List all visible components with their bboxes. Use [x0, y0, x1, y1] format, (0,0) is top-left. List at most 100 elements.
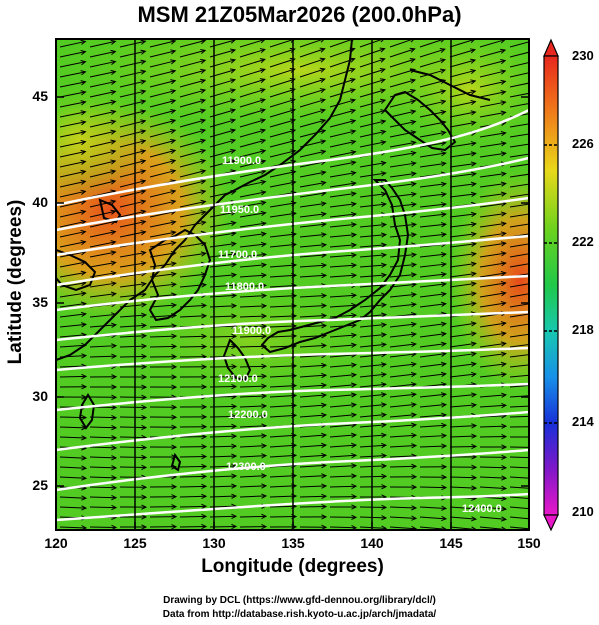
wind-vector-head: [171, 494, 178, 500]
wind-vector: [479, 193, 506, 198]
wind-vector: [329, 475, 356, 478]
wind-vector: [269, 88, 295, 98]
wind-vector: [89, 160, 116, 168]
wind-vector: [239, 139, 266, 148]
wind-vector: [389, 323, 416, 328]
wind-vector: [239, 201, 266, 208]
wind-vector: [449, 121, 476, 128]
wind-vector: [119, 190, 146, 198]
wind-vector-head: [500, 59, 507, 65]
wind-vector-head: [471, 423, 478, 429]
wind-vector: [509, 193, 529, 198]
wind-vector-head: [440, 281, 447, 288]
wind-vector: [389, 203, 416, 208]
wind-vector: [329, 172, 356, 178]
wind-vector-head: [80, 90, 87, 96]
wind-vector: [239, 88, 266, 98]
wind-vector-head: [531, 70, 536, 74]
wind-vector: [389, 48, 415, 58]
wind-vector: [269, 119, 296, 128]
wind-vector: [119, 180, 146, 188]
wind-vector: [59, 365, 87, 368]
wind-vector: [269, 68, 295, 78]
wind-vector: [299, 354, 326, 358]
wind-vector-head: [440, 251, 447, 258]
wind-vector-head: [410, 150, 417, 157]
wind-vector-head: [351, 382, 358, 388]
wind-vector: [59, 61, 86, 68]
wind-vector-head: [140, 250, 147, 256]
wind-vector-head: [231, 403, 238, 410]
wind-vector-head: [531, 435, 536, 439]
wind-vector-head: [351, 452, 358, 459]
wind-vector: [59, 344, 86, 348]
wind-vector-head: [81, 435, 88, 441]
wind-vector: [119, 324, 146, 328]
wind-vector: [59, 220, 86, 228]
wind-vector-head: [440, 212, 447, 218]
wind-vector: [389, 254, 416, 258]
wind-vector-head: [171, 414, 178, 420]
wind-vector-head: [411, 505, 418, 511]
wind-vector: [299, 78, 325, 88]
wind-vector-head: [531, 414, 536, 418]
wind-vector: [359, 244, 386, 248]
wind-vector: [269, 98, 296, 108]
wind-vector-head: [170, 189, 177, 195]
colorbar-tick-label: 218: [572, 322, 594, 337]
wind-vector-head: [381, 272, 388, 278]
wind-vector-head: [500, 361, 507, 368]
wind-vector-head: [201, 313, 208, 319]
wind-vector-head: [261, 293, 268, 299]
wind-vector-head: [140, 79, 147, 85]
wind-vector-head: [201, 343, 208, 350]
wind-vector: [239, 295, 266, 298]
wind-vector-head: [500, 221, 507, 227]
wind-vector: [299, 315, 326, 318]
wind-vector: [59, 456, 86, 459]
wind-vector-head: [80, 169, 87, 175]
wind-vector-head: [170, 69, 177, 75]
wind-vector-head: [111, 485, 118, 491]
wind-vector: [509, 506, 529, 510]
wind-vector: [299, 305, 326, 308]
wind-vector-head: [379, 78, 386, 84]
wind-vector-head: [80, 311, 87, 318]
wind-vector-head: [200, 189, 207, 195]
wind-vector-head: [231, 513, 238, 520]
wind-vector-head: [410, 381, 417, 388]
wind-vector-head: [439, 47, 446, 53]
wind-vector-head: [500, 271, 507, 277]
wind-vector-head: [531, 121, 536, 125]
wind-vector: [359, 455, 386, 458]
wind-vector-head: [501, 454, 508, 460]
wind-vector: [419, 39, 445, 48]
wind-vector-head: [381, 252, 388, 258]
wind-vector-head: [381, 463, 388, 469]
wind-vector: [239, 485, 266, 488]
wind-vector-head: [231, 493, 238, 499]
wind-vector-head: [110, 129, 117, 135]
wind-vector: [419, 48, 445, 58]
wind-vector: [479, 302, 506, 308]
wind-vector: [449, 322, 476, 328]
wind-vector-head: [381, 442, 388, 449]
wind-vector-head: [111, 394, 118, 400]
wind-vector-head: [321, 473, 328, 479]
wind-vector-head: [531, 507, 536, 511]
wind-vector-head: [321, 372, 328, 379]
wind-vector-head: [470, 251, 477, 257]
wind-vector-head: [470, 281, 477, 287]
wind-vector-head: [380, 119, 387, 125]
wind-vector: [509, 283, 529, 288]
wind-vector-head: [410, 341, 417, 348]
wind-vector: [89, 486, 117, 489]
wind-vector: [119, 272, 146, 278]
wind-vector: [449, 183, 476, 188]
wind-vector-head: [411, 222, 418, 228]
wind-vector: [509, 526, 529, 530]
wind-vector: [389, 131, 416, 138]
wind-vector-head: [531, 445, 536, 449]
wind-vector-head: [350, 201, 357, 207]
wind-vector: [59, 496, 86, 499]
